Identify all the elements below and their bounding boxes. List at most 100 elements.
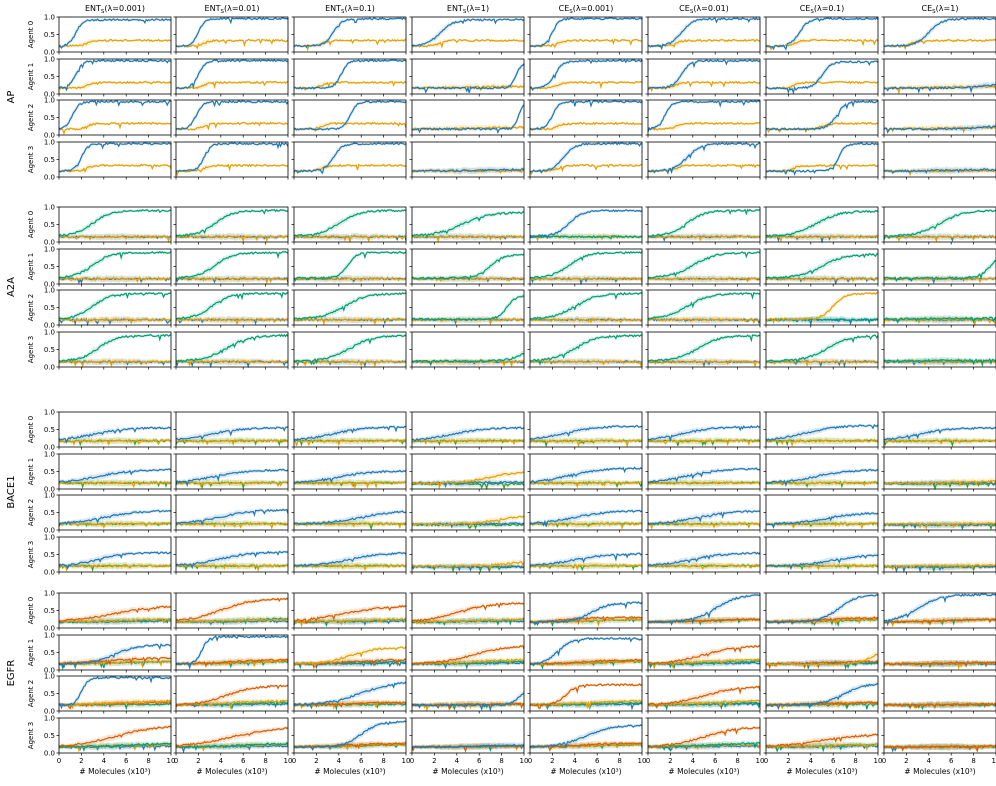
series-line <box>883 277 996 283</box>
confidence-band <box>530 479 642 489</box>
series-line <box>765 142 879 176</box>
series-line <box>411 426 525 442</box>
series-line <box>175 727 289 749</box>
confidence-band <box>766 437 878 447</box>
x-axis-label: # Molecules (x10³) <box>786 767 857 776</box>
series-line <box>529 522 643 530</box>
subplot <box>173 634 289 673</box>
y-tick-label: 1.0 <box>44 451 55 459</box>
series-line <box>175 208 289 237</box>
series-line <box>411 104 525 135</box>
x-tick-label: 10 <box>874 757 883 765</box>
series-line <box>293 469 407 484</box>
subplot <box>645 592 761 631</box>
series-line <box>883 744 996 753</box>
confidence-band <box>59 562 171 572</box>
subplot <box>527 16 643 55</box>
series-line <box>529 601 643 627</box>
subplot <box>173 536 289 575</box>
agent-label: Agent 0 <box>27 21 35 48</box>
subplot <box>291 453 407 492</box>
subplot <box>763 494 879 533</box>
series-line <box>529 121 643 131</box>
confidence-band <box>176 550 288 570</box>
series-line <box>647 594 761 626</box>
confidence-band <box>176 163 288 176</box>
agent-label: Agent 1 <box>27 63 35 90</box>
series-line <box>293 551 407 567</box>
subplot <box>291 58 407 97</box>
x-tick-label: 4 <box>102 757 107 765</box>
subplot <box>291 331 407 370</box>
series-line <box>175 439 289 446</box>
subplot <box>409 141 525 180</box>
subplot: 0.0 0.5 1.0 <box>44 287 172 330</box>
series-line <box>58 292 171 320</box>
subplot <box>173 411 289 450</box>
confidence-band <box>884 17 996 48</box>
series-line <box>648 522 761 530</box>
subplot <box>409 453 525 492</box>
series-line <box>293 564 407 571</box>
series-line <box>58 163 172 173</box>
series-line <box>529 142 643 174</box>
series-line <box>58 656 172 666</box>
y-tick-label: 1.0 <box>44 715 55 723</box>
y-tick-label: 1.0 <box>44 409 55 417</box>
confidence-band <box>59 100 171 131</box>
series-line <box>58 481 172 489</box>
series-line <box>647 121 760 131</box>
series-line <box>58 643 171 669</box>
x-tick-label: 8 <box>146 757 150 765</box>
plot-frame <box>175 16 289 53</box>
y-tick-label: 1.0 <box>44 329 55 337</box>
series-line <box>883 660 996 667</box>
confidence-band <box>648 520 760 530</box>
series-line <box>647 251 761 279</box>
subplot: 0 2 4 6 8 10 <box>881 717 996 765</box>
series-line <box>58 99 172 130</box>
subplot <box>763 453 879 492</box>
confidence-band <box>766 38 878 51</box>
confidence-band <box>648 232 760 242</box>
subplot <box>881 99 996 138</box>
y-tick-label: 0.0 <box>44 132 55 140</box>
series-line <box>647 318 760 325</box>
y-tick-label: 1.0 <box>44 632 55 640</box>
column-title: ENTS(λ=1) <box>447 4 489 15</box>
series-line <box>175 360 289 367</box>
y-tick-label: 1.0 <box>44 673 55 681</box>
series-line <box>883 521 996 531</box>
confidence-band <box>530 100 642 131</box>
series-line <box>884 593 996 627</box>
series-line <box>647 741 761 751</box>
series-line <box>175 250 289 281</box>
series-line <box>411 63 525 94</box>
confidence-band <box>884 519 996 530</box>
subplot <box>291 536 407 575</box>
series-line <box>293 209 407 237</box>
subplot <box>881 331 996 370</box>
y-tick-label: 0.5 <box>44 690 55 698</box>
column-title: ENTS(λ=0.1) <box>325 4 375 15</box>
series-line <box>293 17 407 49</box>
confidence-band <box>884 257 996 282</box>
series-line <box>411 168 525 173</box>
group-label: BACE1 <box>6 475 17 508</box>
series-line <box>175 741 289 751</box>
subplot <box>645 99 761 138</box>
subplot <box>881 16 996 55</box>
confidence-band <box>294 17 406 49</box>
series-line <box>411 295 525 321</box>
series-line <box>411 645 525 665</box>
subplot <box>173 99 289 138</box>
confidence-band <box>59 163 171 175</box>
subplot <box>645 411 761 450</box>
series-line <box>293 522 407 529</box>
confidence-band <box>176 596 288 623</box>
confidence-band <box>530 291 642 321</box>
series-line <box>59 234 172 244</box>
subplot <box>881 206 996 245</box>
confidence-band <box>294 437 406 447</box>
series-line <box>58 359 172 369</box>
